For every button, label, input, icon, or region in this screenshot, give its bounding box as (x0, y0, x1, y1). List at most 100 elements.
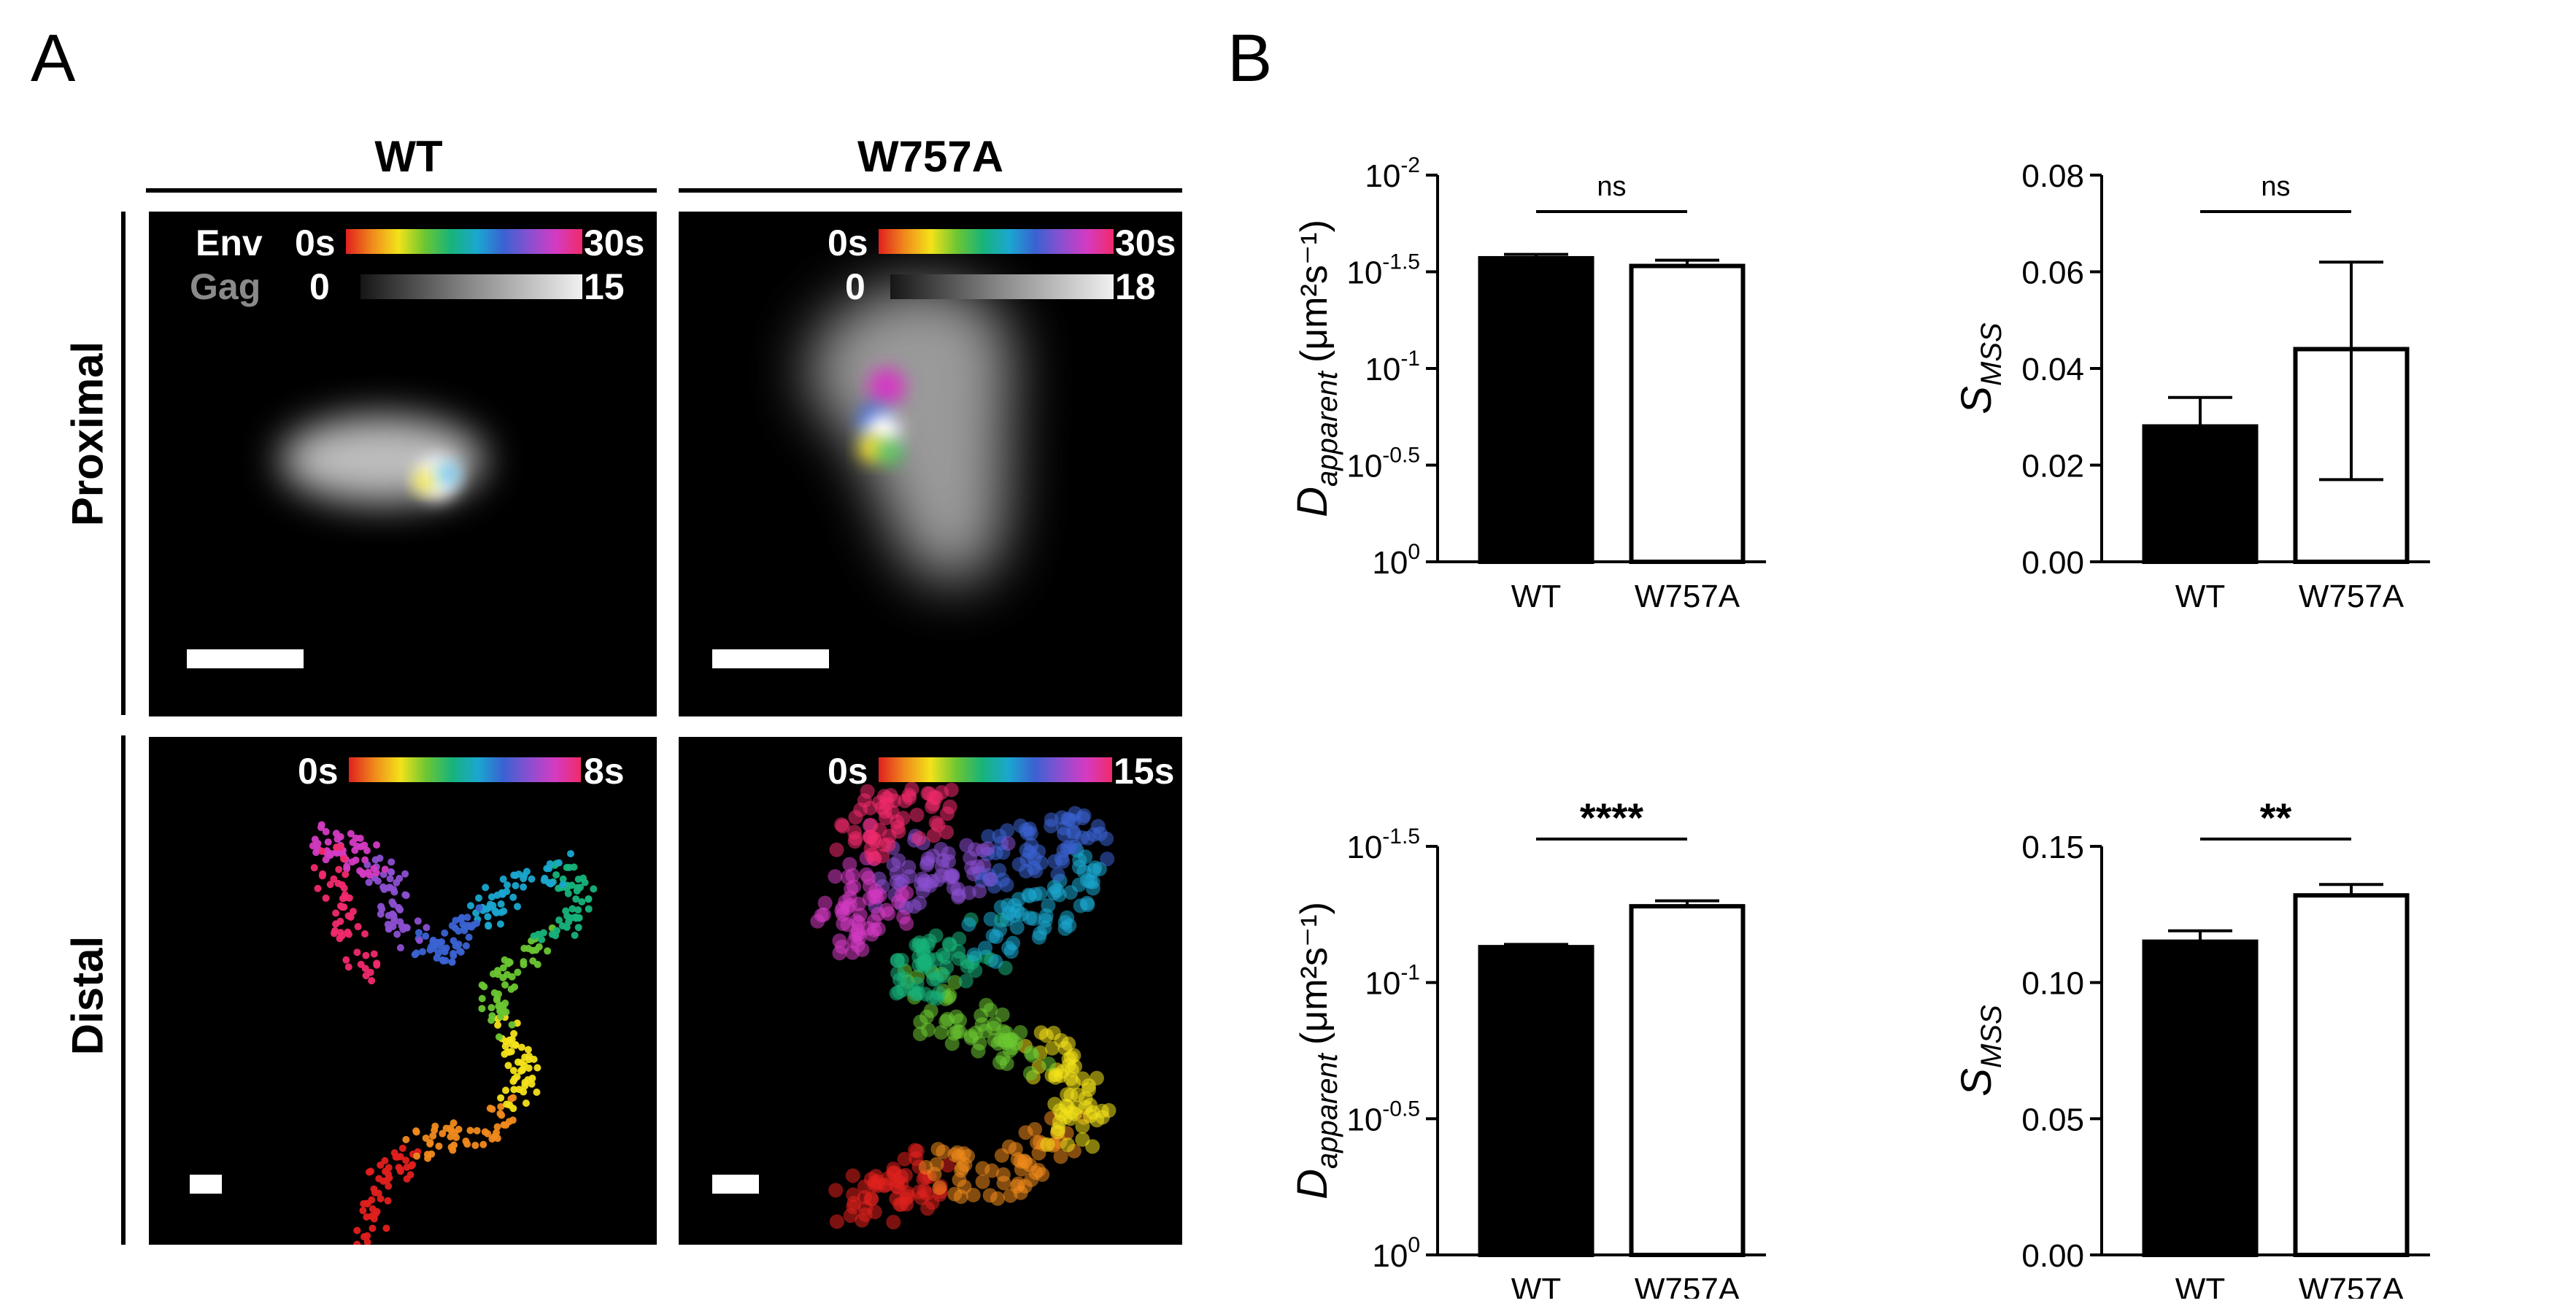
track-point (572, 895, 580, 903)
time-colorbar (346, 229, 582, 254)
track-point (493, 1135, 501, 1143)
track-point (845, 945, 860, 960)
track-point (332, 830, 340, 838)
y-tick-label: 10-1.5 (1346, 824, 1420, 865)
track-point (975, 1174, 990, 1189)
track-point (521, 1078, 529, 1086)
chart-bottom-right: 0.00 0.05 0.10 0.15 WT W757A ** SMSS (1953, 795, 2430, 1299)
track-point (488, 1012, 496, 1020)
track-point (829, 842, 844, 857)
track-point (362, 951, 370, 959)
track-point (495, 1033, 503, 1041)
track-point (488, 1135, 496, 1143)
track-point (875, 849, 890, 864)
y-axis-label: SMSS (1953, 322, 2008, 414)
track-point (1011, 857, 1027, 872)
track-point (362, 972, 370, 980)
track-point (406, 1171, 414, 1179)
track-point (450, 937, 458, 945)
track-point (842, 890, 857, 905)
track-point (506, 959, 514, 967)
track-point (864, 847, 879, 862)
track-point (836, 916, 851, 932)
track-point (512, 881, 520, 889)
track-point (499, 1008, 507, 1016)
track-point (886, 1215, 901, 1230)
track-point (1060, 1087, 1075, 1102)
track-point (452, 1134, 460, 1142)
track-point (510, 1086, 518, 1094)
panel-b-letter: B (1227, 21, 1273, 96)
track-point (478, 1005, 486, 1013)
track-point (851, 915, 866, 930)
track-point (1072, 852, 1087, 868)
track-point (1055, 854, 1071, 869)
track-point (928, 815, 944, 830)
track-point (847, 834, 863, 849)
track-point (517, 1043, 525, 1051)
track-point (452, 916, 460, 924)
track-point (469, 921, 477, 929)
time-start-label: 0s (295, 223, 336, 263)
track-point (370, 950, 378, 958)
time-end-label: 30s (584, 223, 645, 263)
track-point (978, 940, 993, 956)
track-point (512, 871, 520, 879)
track-point (918, 986, 933, 1002)
track-point (433, 954, 441, 962)
x-tick-label: W757A (1635, 1272, 1740, 1299)
track-point (493, 909, 501, 917)
y-tick-label: 0.06 (2021, 255, 2084, 291)
gag-signal (808, 284, 1011, 582)
track-point (429, 1132, 437, 1140)
track-point (1100, 851, 1115, 867)
track-point (973, 1008, 989, 1023)
track-point (486, 1105, 494, 1113)
track-point (528, 946, 536, 954)
track-point (540, 876, 548, 884)
track-point (368, 977, 376, 985)
track-point (448, 958, 456, 966)
track-point (966, 866, 982, 881)
track-point (340, 855, 348, 863)
track-point (502, 1038, 510, 1046)
track-point (585, 905, 593, 913)
track-point (326, 881, 334, 889)
track-point (976, 843, 991, 858)
track-point (371, 856, 379, 864)
track-point (1000, 823, 1015, 838)
track-point (960, 959, 975, 974)
track-point (333, 835, 342, 843)
y-tick-label: 10-1 (1365, 347, 1420, 387)
chart-top-right: 0.00 0.02 0.04 0.06 0.08 WT W757A ns SMSS (1953, 158, 2430, 614)
track-point (338, 932, 346, 940)
significance-label: ** (2260, 795, 2292, 841)
track-point (555, 859, 563, 867)
track-point (990, 1191, 1006, 1206)
distal-wt-track (309, 821, 598, 1245)
track-point (890, 953, 905, 968)
track-point (390, 888, 398, 896)
y-tick-label: 100 (1372, 1233, 1420, 1274)
track-point (441, 929, 449, 937)
track-point (884, 805, 900, 820)
track-point (836, 819, 851, 834)
track-point (1013, 1025, 1028, 1040)
track-point (486, 900, 494, 908)
track-point (939, 959, 955, 975)
track-point (455, 1125, 463, 1133)
track-point (373, 841, 381, 849)
track-point (994, 1148, 1009, 1163)
track-point (1060, 1137, 1076, 1153)
track-point (370, 865, 378, 873)
track-point (1080, 897, 1095, 913)
track-point (832, 933, 847, 948)
track-point (1061, 1036, 1076, 1051)
track-point (887, 793, 902, 808)
track-point (422, 1134, 430, 1142)
track-point (497, 1102, 505, 1110)
track-point (1025, 1048, 1040, 1063)
y-axis-label: Dapparent(μm²s⁻¹) (1289, 220, 1343, 517)
track-point (1056, 843, 1071, 858)
track-point (484, 1129, 492, 1137)
